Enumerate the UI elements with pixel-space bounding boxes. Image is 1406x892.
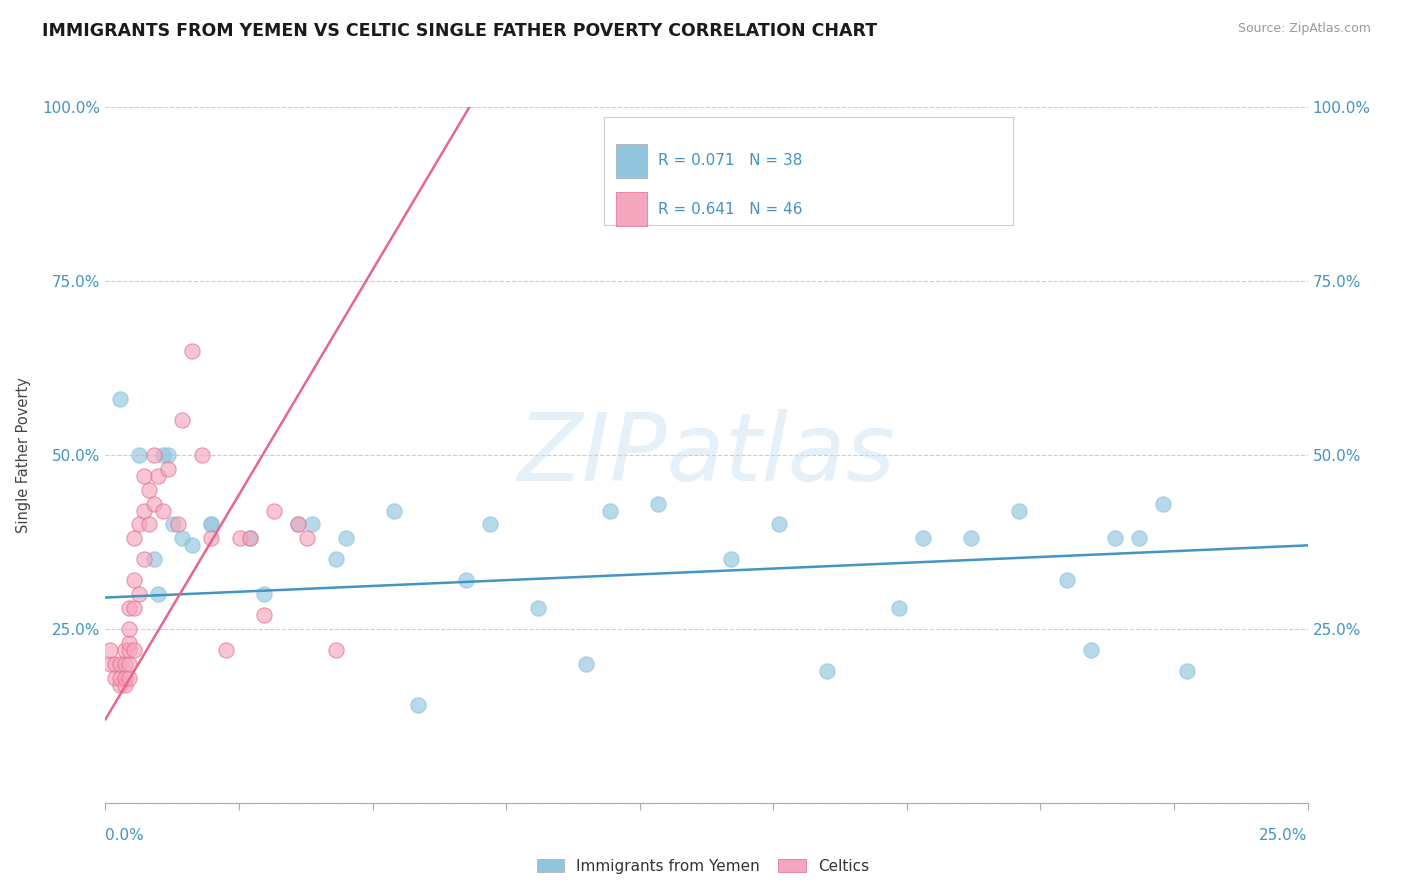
Point [132,552,155,566]
Point [335,532,357,546]
Text: ZIPatlas: ZIPatlas [517,409,896,500]
Point [406,698,429,713]
Text: 25.0%: 25.0% [1260,829,1308,843]
Point [239,532,262,546]
Point [172,532,194,546]
Point [148,587,170,601]
Point [148,468,170,483]
Point [297,532,319,546]
Point [156,448,179,462]
Text: IMMIGRANTS FROM YEMEN VS CELTIC SINGLE FATHER POVERTY CORRELATION CHART: IMMIGRANTS FROM YEMEN VS CELTIC SINGLE F… [42,22,877,40]
Point [214,642,236,657]
Point [128,587,150,601]
Point [599,503,621,517]
Text: R = 0.071   N = 38: R = 0.071 N = 38 [658,153,803,168]
Point [479,517,502,532]
Point [108,671,131,685]
Point [325,552,347,566]
Point [960,532,983,546]
Point [253,587,276,601]
Point [815,664,838,678]
Point [118,671,141,685]
Point [301,517,323,532]
Point [382,503,405,517]
Legend: Immigrants from Yemen, Celtics: Immigrants from Yemen, Celtics [530,853,876,880]
Point [104,671,127,685]
Point [124,601,146,615]
Point [152,448,174,462]
Point [114,642,136,657]
Point [138,483,160,497]
Point [200,532,222,546]
Point [1175,664,1198,678]
Point [1104,532,1126,546]
Point [114,677,136,691]
Point [156,462,179,476]
Point [108,657,131,671]
Point [114,657,136,671]
Point [1152,497,1174,511]
Point [108,677,131,691]
Point [132,503,155,517]
Point [142,448,165,462]
Point [1128,532,1150,546]
Point [768,517,790,532]
Point [128,448,150,462]
Point [98,642,121,657]
Point [172,413,194,427]
Point [162,517,184,532]
Point [911,532,934,546]
Point [1008,503,1031,517]
Point [181,343,204,358]
Point [190,448,212,462]
Text: Source: ZipAtlas.com: Source: ZipAtlas.com [1237,22,1371,36]
Point [114,671,136,685]
Point [287,517,309,532]
Point [138,517,160,532]
Point [887,601,910,615]
Point [132,468,155,483]
Point [152,503,174,517]
Point [181,538,204,552]
Point [527,601,550,615]
Point [118,601,141,615]
Point [108,392,131,407]
Point [104,657,127,671]
Point [142,552,165,566]
Point [200,517,222,532]
Point [128,517,150,532]
Point [1080,642,1102,657]
Point [253,607,276,622]
Point [142,497,165,511]
Text: R = 0.641   N = 46: R = 0.641 N = 46 [658,202,803,217]
Point [325,642,347,657]
Point [720,552,742,566]
Point [287,517,309,532]
Point [166,517,188,532]
Point [98,657,121,671]
Point [124,532,146,546]
Point [118,622,141,636]
Point [263,503,285,517]
Point [124,573,146,587]
Point [239,532,262,546]
Point [575,657,598,671]
Point [118,657,141,671]
Point [200,517,222,532]
Point [118,636,141,650]
Point [1056,573,1078,587]
Point [118,642,141,657]
Text: 0.0%: 0.0% [105,829,145,843]
Point [124,642,146,657]
Point [229,532,252,546]
Y-axis label: Single Father Poverty: Single Father Poverty [17,377,31,533]
Point [647,497,669,511]
Point [454,573,477,587]
